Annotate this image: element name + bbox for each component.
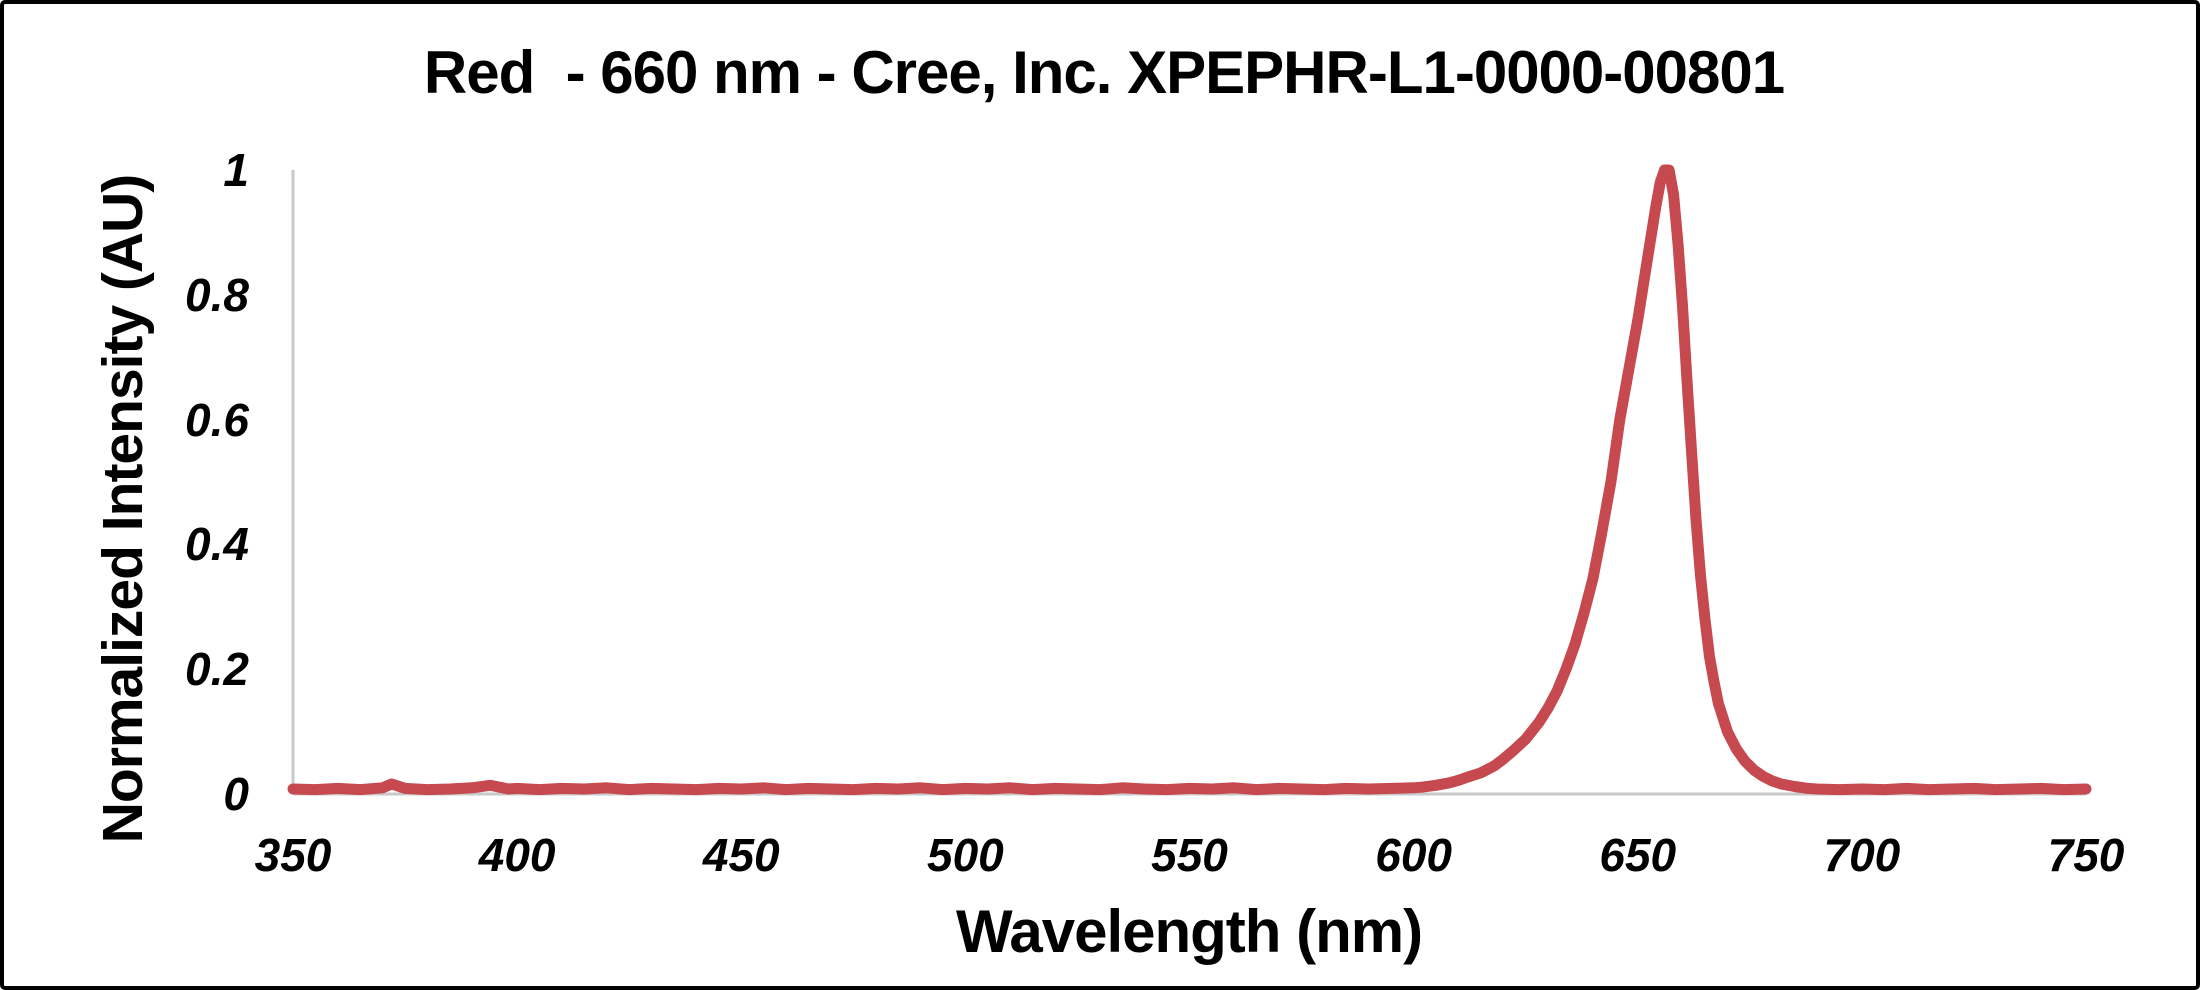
x-tick-label: 750 xyxy=(2047,829,2125,881)
y-tick-label: 0.4 xyxy=(185,518,249,571)
spectrum-line xyxy=(287,164,2092,796)
y-tick-label: 1 xyxy=(223,144,249,196)
x-tick-label: 600 xyxy=(1375,829,1452,881)
x-tick-label: 650 xyxy=(1599,829,1677,881)
y-tick-label: 0.8 xyxy=(185,268,249,321)
plot-area xyxy=(287,164,2092,796)
x-tick-label: 450 xyxy=(702,829,780,881)
x-axis-title: Wavelength (nm) xyxy=(955,898,1423,965)
y-tick-label: 0.6 xyxy=(185,393,249,446)
y-tick-label: 0 xyxy=(223,768,249,820)
x-tick-label: 400 xyxy=(478,829,556,881)
chart-title: Red - 660 nm - Cree, Inc. XPEPHR-L1-0000… xyxy=(423,39,1785,106)
x-tick-label: 550 xyxy=(1151,829,1228,881)
x-tick-label: 500 xyxy=(927,829,1004,881)
y-tick-label: 0.2 xyxy=(185,643,249,696)
x-tick-label: 700 xyxy=(1823,829,1901,881)
x-tick-label: 350 xyxy=(254,829,332,881)
